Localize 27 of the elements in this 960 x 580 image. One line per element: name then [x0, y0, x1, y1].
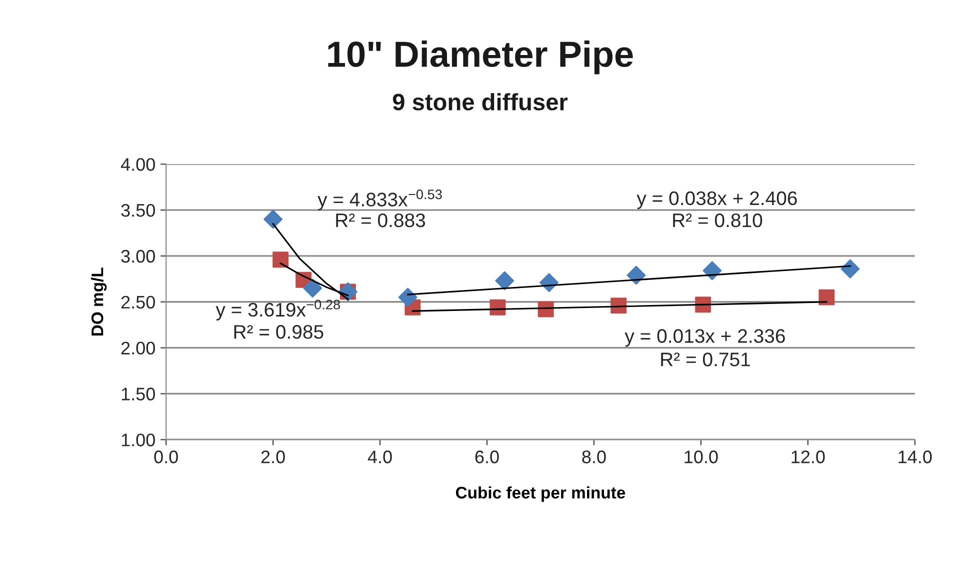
x-tick-label: 8.0: [582, 450, 606, 464]
y-tick-label: 4.00: [120, 158, 155, 171]
y-tick-label: 1.50: [122, 388, 155, 400]
x-tick-label: 10.0: [684, 450, 718, 464]
y-tick-label: 3.50: [121, 204, 155, 217]
y-tick-label: 2.50: [121, 296, 155, 309]
annotation: y = 4.833x$^{−0.53}$: [318, 190, 442, 210]
annotation: y = 0.013x + 2.336: [624, 329, 785, 347]
x-tick-label: 6.0: [475, 450, 499, 464]
x-tick-label: 4.0: [368, 450, 392, 464]
chart-title: 10" Diameter Pipe: [328, 40, 633, 74]
y-tick-label: 1.00: [122, 434, 155, 446]
x-tick-label: 0.0: [154, 450, 178, 464]
annotation: R² = 0.883: [336, 213, 426, 228]
annotation: y = 3.619x$^{−0.28}$: [216, 300, 340, 320]
x-tick-label: 12.0: [792, 450, 825, 464]
annotation: R² = 0.751: [661, 352, 750, 366]
y-tick-label: 3.00: [121, 250, 155, 263]
x-axis-title: Cubic feet per minute: [456, 486, 626, 502]
annotation: y = 0.038x + 2.406: [636, 191, 797, 210]
y-axis-title: DO mg/L: [91, 268, 107, 336]
x-tick-label: 2.0: [261, 450, 285, 464]
annotation: R² = 0.810: [673, 213, 762, 228]
x-tick-label: 14.0: [898, 450, 932, 464]
chart-subtitle: 9 stone diffuser: [392, 93, 568, 110]
annotation: R² = 0.985: [234, 325, 324, 339]
y-tick-label: 2.00: [121, 342, 155, 355]
